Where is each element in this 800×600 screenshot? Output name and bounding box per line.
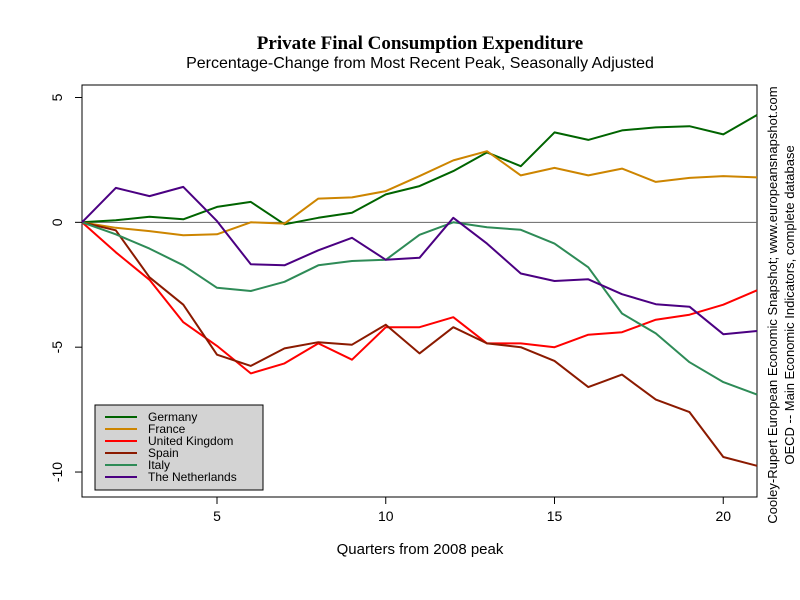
series-line-the-netherlands xyxy=(81,185,758,336)
side-note-source-1: Cooley-Rupert European Economic Snapshot… xyxy=(765,86,780,523)
legend-label-spain: Spain xyxy=(148,446,179,460)
chart-title: Private Final Consumption Expenditure xyxy=(257,33,583,54)
legend-label-the-netherlands: The Netherlands xyxy=(148,470,237,484)
series-line-italy xyxy=(81,221,758,396)
x-tick-label: 20 xyxy=(715,508,731,524)
y-tick-label: -5 xyxy=(49,341,65,354)
chart-subtitle: Percentage-Change from Most Recent Peak,… xyxy=(186,55,654,72)
x-tick-label: 10 xyxy=(378,508,394,524)
series-line-united-kingdom xyxy=(81,221,758,375)
series-lines xyxy=(81,114,758,467)
plot-area xyxy=(81,84,758,498)
x-axis: 5 10 15 20 xyxy=(213,497,731,524)
legend-label-united-kingdom: United Kingdom xyxy=(148,434,233,448)
series-line-france xyxy=(81,150,758,237)
y-tick-label: 5 xyxy=(49,93,65,101)
x-axis-label: Quarters from 2008 peak xyxy=(337,541,504,558)
legend-label-france: France xyxy=(148,422,186,436)
side-note-source-2: OECD -- Main Economic Indicators, comple… xyxy=(782,145,797,464)
legend-box xyxy=(94,404,264,491)
x-tick-label: 5 xyxy=(213,508,221,524)
y-tick-label: -10 xyxy=(49,462,65,482)
x-tick-label: 15 xyxy=(547,508,563,524)
legend-label-italy: Italy xyxy=(148,458,170,472)
series-line-germany xyxy=(81,114,758,226)
legend-label-germany: Germany xyxy=(148,410,197,424)
series-line-spain xyxy=(81,221,758,467)
y-tick-label: 0 xyxy=(49,218,65,226)
y-axis: 5 0 -5 -10 xyxy=(49,93,82,482)
